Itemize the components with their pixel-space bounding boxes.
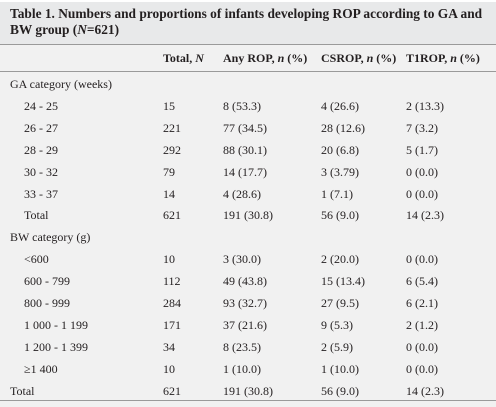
- cell-any-rop: 8 (23.5): [223, 339, 261, 354]
- table-row: 800 - 999 284 93 (32.7) 27 (9.5) 6 (2.1): [0, 293, 496, 313]
- cell-any-rop: 191 (30.8): [223, 208, 273, 223]
- cell-any-rop: 8 (53.3): [223, 98, 261, 113]
- cell-t1rop: 2 (1.2): [406, 317, 438, 332]
- row-label: GA category (weeks): [10, 77, 112, 91]
- title-line-2-post: =621): [86, 22, 120, 37]
- table-row: GA category (weeks): [0, 74, 496, 94]
- row-label: 800 - 999: [24, 296, 70, 310]
- header-total: Total, N: [163, 51, 204, 65]
- cell-csrop: 3 (3.79): [321, 164, 359, 179]
- cell-total: 79: [163, 164, 175, 179]
- title-line-2-n: N: [77, 22, 87, 37]
- bottom-rule: [0, 400, 496, 401]
- cell-t1rop: 14 (2.3): [406, 208, 444, 223]
- row-label: 28 - 29: [24, 142, 58, 157]
- table-title: Table 1. Numbers and proportions of infa…: [0, 2, 496, 42]
- cell-any-rop: 191 (30.8): [223, 383, 273, 398]
- table-row: 24 - 25 15 8 (53.3) 4 (26.6) 2 (13.3): [0, 96, 496, 116]
- cell-total: 292: [163, 142, 181, 157]
- cell-t1rop: 6 (2.1): [406, 296, 438, 310]
- header-csrop: CSROP, n (%): [321, 51, 397, 65]
- cell-any-rop: 1 (10.0): [223, 361, 261, 376]
- table-row: 30 - 32 79 14 (17.7) 3 (3.79) 0 (0.0): [0, 162, 496, 182]
- cell-csrop: 2 (5.9): [321, 339, 353, 354]
- cell-csrop: 1 (7.1): [321, 186, 353, 201]
- cell-total: 112: [163, 274, 181, 289]
- cell-t1rop: 7 (3.2): [406, 120, 438, 135]
- row-label: <600: [24, 252, 49, 267]
- title-line-2-pre: BW group (: [10, 22, 78, 37]
- row-label: 24 - 25: [24, 98, 58, 113]
- cell-t1rop: 2 (13.3): [406, 98, 444, 113]
- header-rule: [0, 71, 496, 72]
- table-row: ≥1 400 10 1 (10.0) 1 (10.0) 0 (0.0): [0, 359, 496, 379]
- cell-any-rop: 88 (30.1): [223, 142, 267, 157]
- cell-any-rop: 77 (34.5): [223, 120, 267, 135]
- cell-total: 10: [163, 361, 175, 376]
- cell-t1rop: 14 (2.3): [406, 383, 444, 398]
- table-row: 26 - 27 221 77 (34.5) 28 (12.6) 7 (3.2): [0, 118, 496, 138]
- header-any-rop: Any ROP, n (%): [223, 51, 308, 65]
- table-row: 33 - 37 14 4 (28.6) 1 (7.1) 0 (0.0): [0, 184, 496, 204]
- cell-csrop: 56 (9.0): [321, 208, 359, 223]
- header-row: Total, N Any ROP, n (%) CSROP, n (%) T1R…: [0, 48, 496, 68]
- table-row: 1 200 - 1 399 34 8 (23.5) 2 (5.9) 0 (0.0): [0, 337, 496, 357]
- top-rule: [0, 44, 496, 45]
- cell-any-rop: 93 (32.7): [223, 296, 267, 310]
- cell-total: 621: [163, 383, 181, 398]
- cell-total: 15: [163, 98, 175, 113]
- cell-total: 10: [163, 252, 175, 267]
- cell-csrop: 15 (13.4): [321, 274, 365, 289]
- title-line-2: BW group (N=621): [10, 22, 486, 38]
- cell-csrop: 2 (20.0): [321, 252, 359, 267]
- cell-total: 34: [163, 339, 175, 354]
- cell-total: 14: [163, 186, 175, 201]
- row-label: BW category (g): [10, 230, 91, 245]
- cell-total: 621: [163, 208, 181, 223]
- table-row: 600 - 799 112 49 (43.8) 15 (13.4) 6 (5.4): [0, 271, 496, 291]
- cell-t1rop: 5 (1.7): [406, 142, 438, 157]
- title-line-1: Table 1. Numbers and proportions of infa…: [10, 6, 483, 21]
- cell-csrop: 1 (10.0): [321, 361, 359, 376]
- header-t1rop: T1ROP, n (%): [406, 51, 480, 65]
- row-label: 1 000 - 1 199: [24, 317, 88, 332]
- row-label: 33 - 37: [24, 186, 58, 201]
- cell-t1rop: 6 (5.4): [406, 274, 438, 289]
- cell-any-rop: 14 (17.7): [223, 164, 267, 179]
- row-label: 1 200 - 1 399: [24, 339, 88, 354]
- row-label: Total: [24, 208, 49, 223]
- cell-csrop: 9 (5.3): [321, 317, 353, 332]
- cell-any-rop: 37 (21.6): [223, 317, 267, 332]
- table-body-background: [0, 44, 496, 407]
- cell-csrop: 20 (6.8): [321, 142, 359, 157]
- table-row: 28 - 29 292 88 (30.1) 20 (6.8) 5 (1.7): [0, 140, 496, 160]
- table-row: Total 621 191 (30.8) 56 (9.0) 14 (2.3): [0, 381, 496, 401]
- cell-csrop: 28 (12.6): [321, 120, 365, 135]
- cell-total: 284: [163, 296, 181, 310]
- cell-t1rop: 0 (0.0): [406, 252, 438, 267]
- table-row: BW category (g): [0, 227, 496, 247]
- cell-t1rop: 0 (0.0): [406, 164, 438, 179]
- table-row: Total 621 191 (30.8) 56 (9.0) 14 (2.3): [0, 205, 496, 225]
- row-label: 30 - 32: [24, 164, 58, 179]
- table-row: 1 000 - 1 199 171 37 (21.6) 9 (5.3) 2 (1.2): [0, 315, 496, 335]
- cell-total: 171: [163, 317, 181, 332]
- row-label: ≥1 400: [24, 361, 58, 376]
- cell-any-rop: 49 (43.8): [223, 274, 267, 289]
- row-label: Total: [10, 383, 35, 398]
- row-label: 26 - 27: [24, 120, 58, 135]
- cell-t1rop: 0 (0.0): [406, 186, 438, 201]
- cell-csrop: 27 (9.5): [321, 296, 359, 310]
- cell-any-rop: 3 (30.0): [223, 252, 261, 267]
- table-row: <600 10 3 (30.0) 2 (20.0) 0 (0.0): [0, 249, 496, 269]
- cell-total: 221: [163, 120, 181, 135]
- row-label: 600 - 799: [24, 274, 70, 289]
- cell-csrop: 56 (9.0): [321, 383, 359, 398]
- cell-any-rop: 4 (28.6): [223, 186, 261, 201]
- cell-csrop: 4 (26.6): [321, 98, 359, 113]
- cell-t1rop: 0 (0.0): [406, 361, 438, 376]
- cell-t1rop: 0 (0.0): [406, 339, 438, 354]
